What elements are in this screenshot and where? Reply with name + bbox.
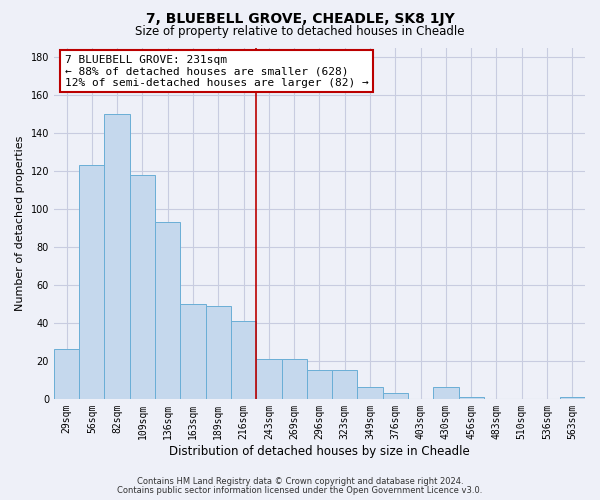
- Bar: [181, 304, 206, 399]
- Text: Size of property relative to detached houses in Cheadle: Size of property relative to detached ho…: [135, 25, 465, 38]
- Y-axis label: Number of detached properties: Number of detached properties: [15, 136, 25, 311]
- X-axis label: Distribution of detached houses by size in Cheadle: Distribution of detached houses by size …: [169, 444, 470, 458]
- Bar: [256, 359, 281, 399]
- Bar: [104, 114, 130, 399]
- Bar: [458, 397, 484, 399]
- Bar: [155, 222, 181, 399]
- Bar: [206, 306, 231, 399]
- Bar: [130, 174, 155, 399]
- Text: Contains HM Land Registry data © Crown copyright and database right 2024.: Contains HM Land Registry data © Crown c…: [137, 477, 463, 486]
- Bar: [54, 350, 79, 399]
- Bar: [307, 370, 332, 399]
- Bar: [560, 397, 585, 399]
- Text: 7, BLUEBELL GROVE, CHEADLE, SK8 1JY: 7, BLUEBELL GROVE, CHEADLE, SK8 1JY: [146, 12, 454, 26]
- Bar: [383, 393, 408, 399]
- Bar: [358, 388, 383, 399]
- Bar: [433, 388, 458, 399]
- Text: 7 BLUEBELL GROVE: 231sqm
← 88% of detached houses are smaller (628)
12% of semi-: 7 BLUEBELL GROVE: 231sqm ← 88% of detach…: [65, 54, 368, 88]
- Bar: [281, 359, 307, 399]
- Text: Contains public sector information licensed under the Open Government Licence v3: Contains public sector information licen…: [118, 486, 482, 495]
- Bar: [332, 370, 358, 399]
- Bar: [231, 321, 256, 399]
- Bar: [79, 165, 104, 399]
